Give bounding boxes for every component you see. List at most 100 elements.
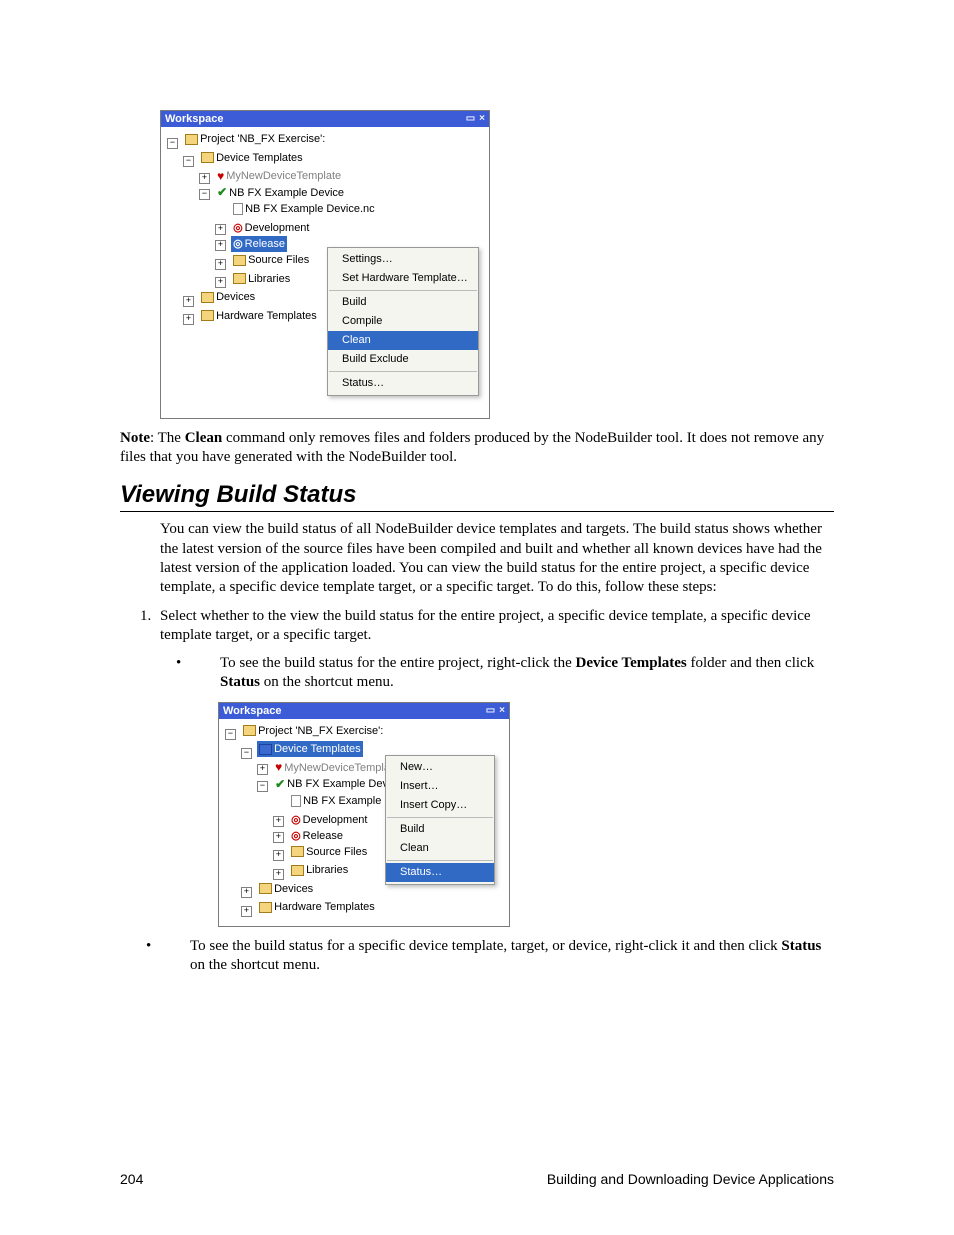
tree-device-templates[interactable]: Device Templates <box>257 741 363 757</box>
tree-label: Hardware Templates <box>274 899 375 915</box>
tree-label: NB FX Example Device.nc <box>245 201 375 217</box>
footer-title: Building and Downloading Device Applicat… <box>547 1171 834 1187</box>
note-bold-clean: Clean <box>185 430 223 446</box>
window-buttons: ▭ × <box>486 706 505 716</box>
menu-build[interactable]: Build <box>328 293 478 312</box>
expander-icon[interactable]: + <box>215 224 226 235</box>
menu-insert-copy[interactable]: Insert Copy… <box>386 796 494 815</box>
tree-hw-templates[interactable]: Hardware Templates <box>199 308 319 324</box>
tree-project[interactable]: Project 'NB_FX Exercise': <box>241 723 385 739</box>
expander-icon[interactable]: + <box>273 816 284 827</box>
step-number: 1. <box>140 607 160 626</box>
step-text: Select whether to the view the build sta… <box>160 608 811 643</box>
menu-clean[interactable]: Clean <box>386 839 494 858</box>
heart-icon: ♥ <box>217 171 224 182</box>
bullet-bold: Device Templates <box>576 655 687 671</box>
menu-clean[interactable]: Clean <box>328 331 478 350</box>
tree-label: Source Files <box>248 252 309 268</box>
tree-development[interactable]: ◎ Development <box>231 220 311 236</box>
tree-label: Devices <box>274 881 313 897</box>
tree-development[interactable]: ◎ Development <box>289 812 369 828</box>
menu-status[interactable]: Status… <box>328 374 478 393</box>
tree-mynewdevice[interactable]: ♥ MyNewDeviceTemplate <box>215 168 343 184</box>
expander-icon[interactable]: − <box>199 189 210 200</box>
heart-icon: ♥ <box>275 762 282 773</box>
folder-icon <box>291 865 304 876</box>
expander-icon[interactable]: + <box>183 314 194 325</box>
menu-new[interactable]: New… <box>386 758 494 777</box>
expander-icon[interactable]: + <box>199 173 210 184</box>
target-icon: ◎ <box>233 236 243 252</box>
folder-icon <box>233 273 246 284</box>
expander-icon[interactable]: − <box>167 138 178 149</box>
tree-project[interactable]: Project 'NB_FX Exercise': <box>183 131 327 147</box>
tree-label: Libraries <box>248 271 290 287</box>
menu-status[interactable]: Status… <box>386 863 494 882</box>
menu-compile[interactable]: Compile <box>328 312 478 331</box>
tree-devices[interactable]: Devices <box>257 881 315 897</box>
menu-set-hw-template[interactable]: Set Hardware Template… <box>328 269 478 288</box>
tree-label: Release <box>245 236 285 252</box>
tree-devices[interactable]: Devices <box>199 289 257 305</box>
tree-mynewdevice[interactable]: ♥ MyNewDeviceTemplate <box>273 760 401 776</box>
close-icon[interactable]: × <box>479 114 485 124</box>
restore-icon[interactable]: ▭ <box>466 114 475 124</box>
tree-release[interactable]: ◎ Release <box>231 236 287 252</box>
expander-icon[interactable]: + <box>215 277 226 288</box>
tree-device-templates[interactable]: Device Templates <box>199 150 305 166</box>
bullet-1: •To see the build status for the entire … <box>220 654 834 692</box>
tree-source-files[interactable]: Source Files <box>289 844 369 860</box>
expander-icon[interactable]: − <box>225 729 236 740</box>
note-text: command only removes files and folders p… <box>120 430 824 465</box>
expander-icon[interactable]: + <box>273 832 284 843</box>
expander-icon[interactable]: + <box>273 850 284 861</box>
tree-label: Hardware Templates <box>216 308 317 324</box>
expander-icon[interactable]: + <box>257 764 268 775</box>
expander-icon[interactable]: + <box>183 296 194 307</box>
folder-open-icon <box>201 152 214 163</box>
note-text: : The <box>150 430 185 446</box>
menu-build[interactable]: Build <box>386 820 494 839</box>
device-icon: ✔ <box>217 187 227 198</box>
tree-label: Device Templates <box>274 741 361 757</box>
close-icon[interactable]: × <box>499 706 505 716</box>
tree-label: NB FX Example Device <box>229 185 344 201</box>
expander-icon[interactable]: + <box>215 240 226 251</box>
workspace-titlebar: Workspace ▭ × <box>161 111 489 127</box>
menu-settings[interactable]: Settings… <box>328 250 478 269</box>
tree-label: MyNewDeviceTemplate <box>284 760 399 776</box>
bullet-2: •To see the build status for a specific … <box>190 937 834 975</box>
tree-libraries[interactable]: Libraries <box>289 862 350 878</box>
menu-separator <box>387 817 493 818</box>
menu-separator <box>329 290 477 291</box>
tree-example-device[interactable]: ✔ NB FX Example Device <box>215 185 346 201</box>
menu-separator <box>329 371 477 372</box>
expander-icon[interactable]: + <box>273 869 284 880</box>
target-icon: ◎ <box>291 828 301 844</box>
device-icon: ✔ <box>275 779 285 790</box>
context-menu-2: New… Insert… Insert Copy… Build Clean St… <box>385 755 495 885</box>
folder-icon <box>291 846 304 857</box>
expander-icon[interactable]: + <box>241 887 252 898</box>
expander-icon[interactable]: + <box>215 259 226 270</box>
expander-icon[interactable]: − <box>241 748 252 759</box>
tree-label: Project 'NB_FX Exercise': <box>258 723 383 739</box>
tree-example-nc-file[interactable]: NB FX Example Device.nc <box>231 201 377 217</box>
tree-libraries[interactable]: Libraries <box>231 271 292 287</box>
tree-label: Devices <box>216 289 255 305</box>
tree-label: Source Files <box>306 844 367 860</box>
expander-icon[interactable]: − <box>183 156 194 167</box>
expander-icon[interactable]: − <box>257 781 268 792</box>
bullet-text: To see the build status for the entire p… <box>220 655 576 671</box>
window-buttons: ▭ × <box>466 114 485 124</box>
restore-icon[interactable]: ▭ <box>486 706 495 716</box>
menu-build-exclude[interactable]: Build Exclude <box>328 350 478 369</box>
tree-hw-templates[interactable]: Hardware Templates <box>257 899 377 915</box>
workspace-titlebar: Workspace ▭ × <box>219 703 509 719</box>
folder-icon <box>201 310 214 321</box>
menu-insert[interactable]: Insert… <box>386 777 494 796</box>
bullet-text: on the shortcut menu. <box>260 674 394 690</box>
tree-source-files[interactable]: Source Files <box>231 252 311 268</box>
tree-release[interactable]: ◎ Release <box>289 828 345 844</box>
expander-icon[interactable]: + <box>241 906 252 917</box>
